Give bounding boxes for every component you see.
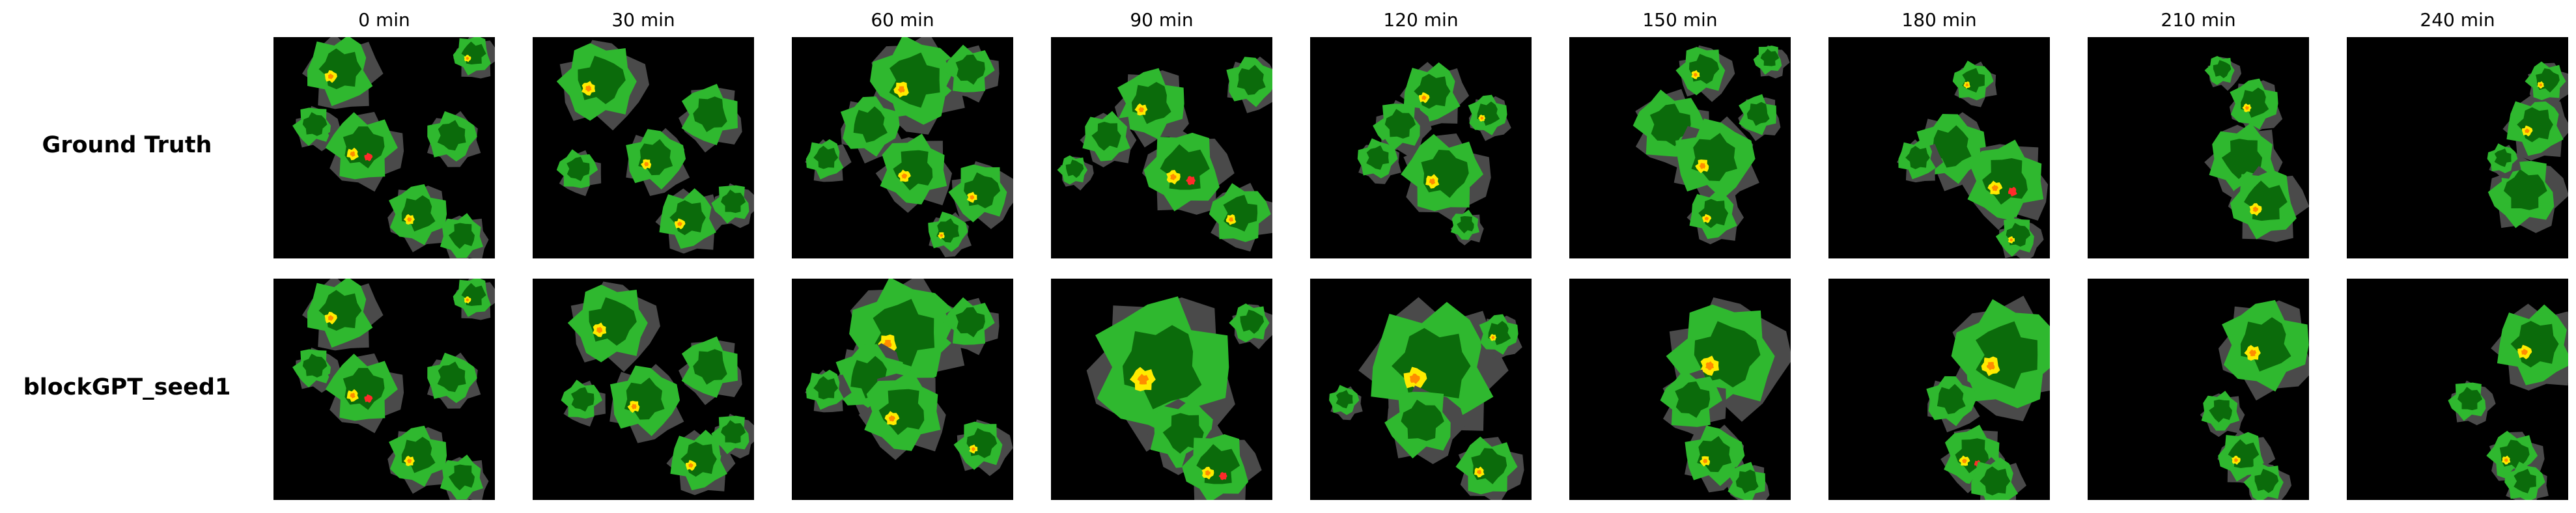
- frame-gt-4: [1310, 37, 1532, 258]
- radar-image-gt-7: [2204, 56, 2309, 242]
- radar-image-gt-3: [1057, 56, 1272, 252]
- row-label-ground-truth: Ground Truth: [42, 132, 212, 158]
- frame-pred-1: [533, 279, 754, 500]
- col-title-8: 240 min: [2420, 9, 2495, 31]
- frame-gt-0: [273, 37, 495, 258]
- frame-pred-5: [1569, 279, 1791, 500]
- frame-gt-3: [1051, 37, 1272, 258]
- frame-gt-7: [2088, 37, 2309, 258]
- radar-image-gt-6: [1897, 61, 2049, 258]
- radar-image-pred-3: [1086, 296, 1272, 500]
- frame-gt-8: [2347, 37, 2568, 258]
- col-title-2: 60 min: [871, 9, 934, 31]
- col-title-5: 150 min: [1642, 9, 1718, 31]
- frame-pred-0: [273, 279, 495, 500]
- frame-gt-2: [792, 37, 1013, 258]
- radar-image-pred-8: [2448, 303, 2568, 500]
- col-title-0: 0 min: [358, 9, 410, 31]
- frame-gt-6: [1828, 37, 2050, 258]
- col-title-6: 180 min: [1901, 9, 1977, 31]
- radar-image-pred-5: [1660, 297, 1791, 500]
- row-label-blockgpt: blockGPT_seed1: [23, 374, 231, 400]
- radar-image-pred-4: [1329, 297, 1524, 500]
- radar-image-gt-1: [556, 40, 754, 254]
- radar-image-gt-0: [292, 37, 495, 258]
- radar-image-pred-6: [1926, 296, 2050, 500]
- radar-image-gt-2: [805, 37, 1013, 258]
- radar-image-gt-4: [1357, 62, 1511, 245]
- col-title-4: 120 min: [1383, 9, 1459, 31]
- frame-pred-6: [1828, 279, 2050, 500]
- radar-image-gt-5: [1632, 45, 1790, 245]
- col-title-3: 90 min: [1130, 9, 1194, 31]
- frame-gt-5: [1569, 37, 1791, 258]
- radar-image-pred-0: [292, 279, 495, 500]
- col-title-1: 30 min: [611, 9, 675, 31]
- radar-image-pred-2: [805, 279, 1013, 477]
- frame-pred-4: [1310, 279, 1532, 500]
- frame-pred-2: [792, 279, 1013, 500]
- col-title-7: 210 min: [2161, 9, 2236, 31]
- frame-gt-1: [533, 37, 754, 258]
- frame-pred-7: [2088, 279, 2309, 500]
- radar-image-pred-7: [2200, 299, 2309, 500]
- radar-image-pred-1: [561, 281, 754, 495]
- frame-pred-8: [2347, 279, 2568, 500]
- radar-image-gt-8: [2487, 61, 2568, 233]
- frame-pred-3: [1051, 279, 1272, 500]
